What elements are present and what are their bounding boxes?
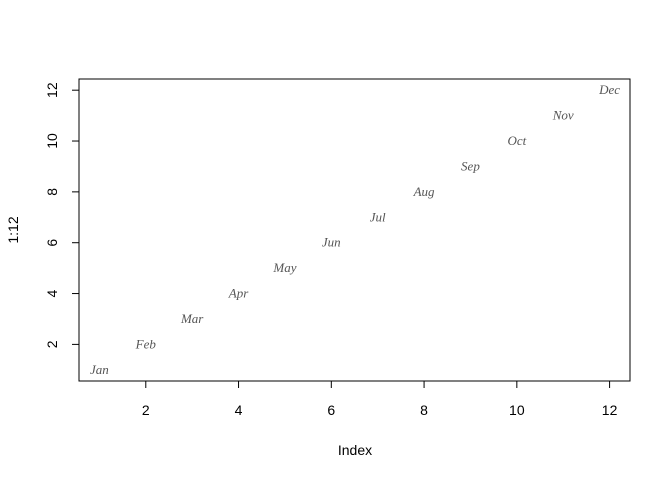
point-label: Apr [228, 286, 249, 301]
point-label: Sep [461, 158, 480, 173]
point-label: Jun [322, 235, 341, 250]
point-label: Feb [135, 336, 157, 351]
y-tick-label: 10 [44, 133, 60, 149]
point-label: Jul [370, 209, 386, 224]
point-label: Oct [507, 133, 526, 148]
y-tick-label: 2 [44, 340, 60, 348]
plot-box [78, 78, 631, 382]
y-tick-label: 8 [44, 188, 60, 196]
point-label: Aug [413, 184, 435, 199]
x-tick-label: 4 [235, 402, 243, 418]
x-tick-label: 10 [509, 402, 525, 418]
point-label: Dec [598, 82, 620, 97]
x-tick-label: 2 [142, 402, 150, 418]
x-axis-label: Index [338, 442, 372, 458]
y-tick-label: 4 [44, 289, 60, 297]
y-tick-label: 12 [44, 82, 60, 98]
x-tick-label: 6 [327, 402, 335, 418]
point-label: Mar [180, 311, 204, 326]
point-label: May [272, 260, 296, 275]
y-tick-label: 6 [44, 239, 60, 247]
point-label: Jan [90, 362, 109, 377]
y-axis-label: 1:12 [5, 216, 21, 243]
x-tick-label: 8 [420, 402, 428, 418]
x-tick-label: 12 [602, 402, 618, 418]
point-label: Nov [552, 108, 574, 123]
